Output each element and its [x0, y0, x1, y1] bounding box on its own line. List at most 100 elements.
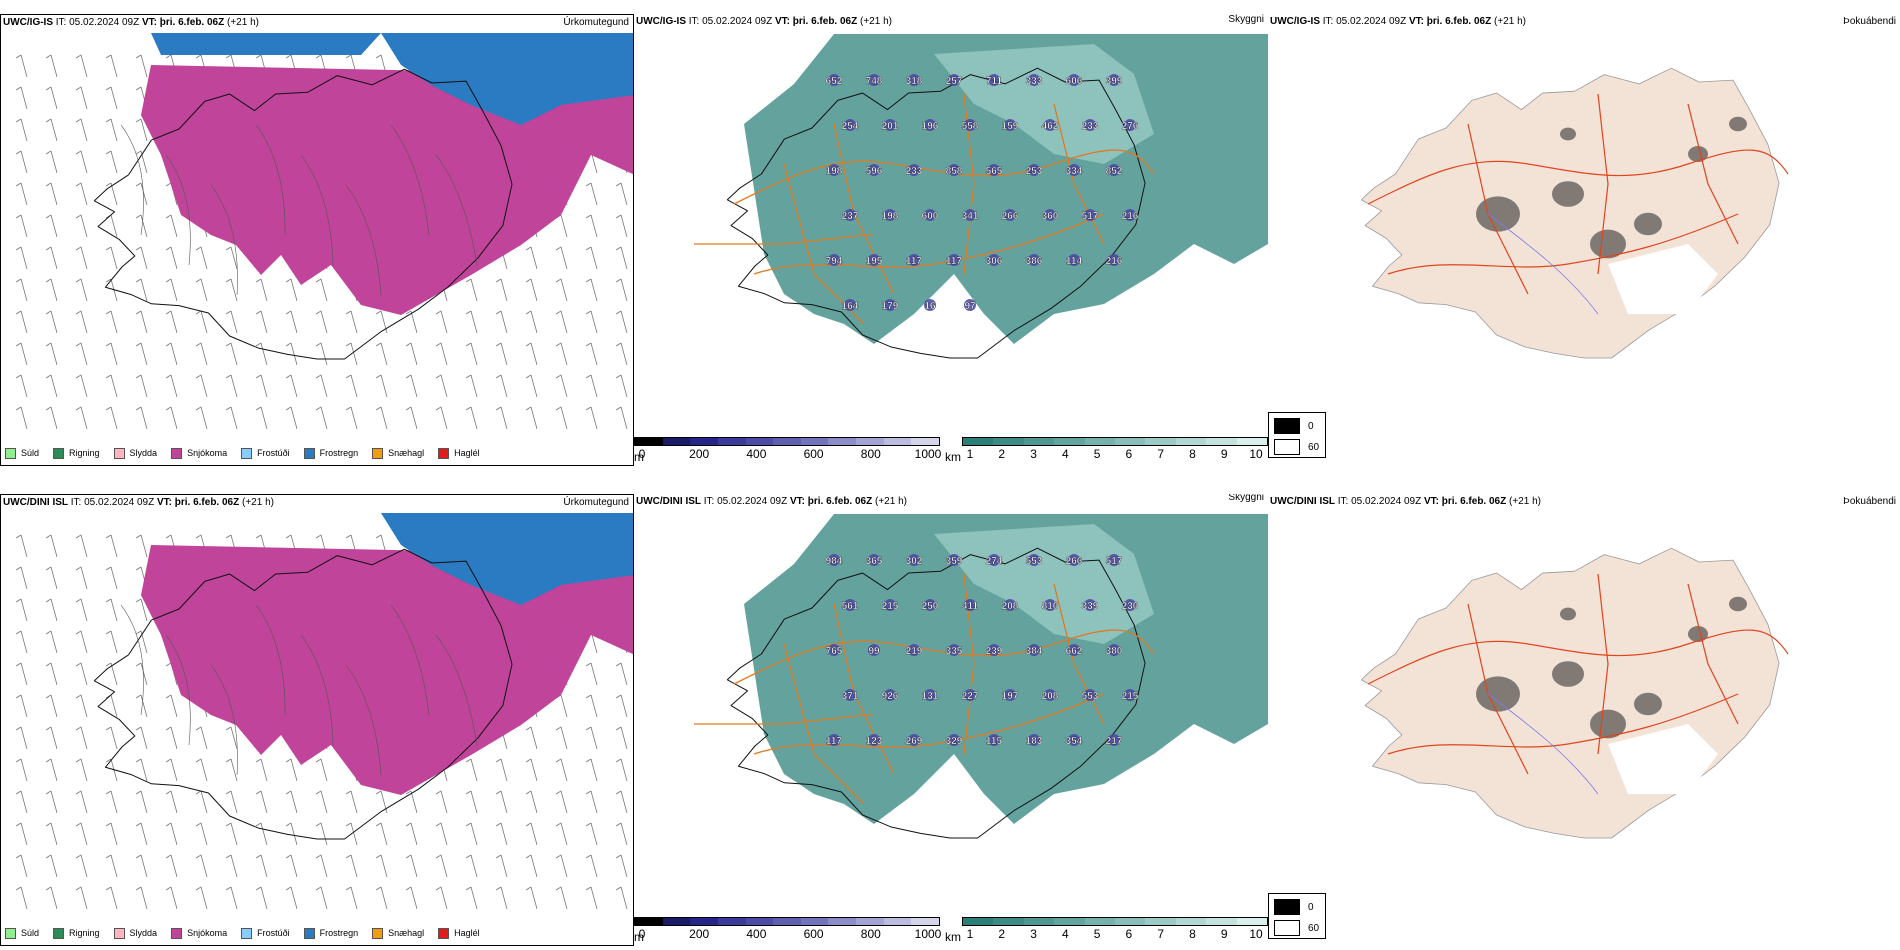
wind-barb	[230, 822, 238, 846]
wind-barb-flag	[375, 790, 382, 795]
wind-barb	[20, 54, 28, 78]
cloud-base-label: 123	[866, 736, 883, 747]
wind-barb	[500, 758, 508, 782]
wind-barb	[80, 854, 88, 878]
cloud-base-blob	[1004, 209, 1016, 221]
legend-item: Snjókoma	[171, 447, 227, 459]
cloud-base-blob	[1068, 554, 1080, 566]
colorbar-tick-label: 1000	[914, 927, 942, 941]
wind-barb	[110, 214, 118, 238]
wind-barb-flag	[255, 278, 262, 283]
wind-barb	[290, 758, 298, 782]
cloud-base-label: 341	[962, 211, 979, 222]
wind-barb-flag	[195, 726, 202, 731]
wind-barb	[500, 278, 508, 302]
wind-barb	[140, 54, 148, 78]
wind-barb	[320, 310, 328, 334]
cloud-base-label: 984	[826, 556, 843, 567]
wind-barb-flag	[165, 182, 172, 187]
colorbar-segment	[690, 918, 718, 925]
wind-barb-flag	[375, 342, 382, 347]
visibility-colorbar: 1 2 3 4 5 6 7 8 9 10 km	[945, 917, 1268, 944]
legend-item: Súld	[5, 447, 39, 459]
colorbar-segment	[856, 438, 884, 445]
wind-barb	[380, 406, 388, 430]
wind-barb	[560, 246, 568, 270]
wind-barb-flag	[615, 406, 622, 411]
region-boundary	[435, 154, 478, 266]
wind-barb	[20, 886, 28, 910]
wind-barb	[110, 790, 118, 814]
cloud-base-label: 318	[906, 76, 923, 87]
wind-barb-flag	[165, 726, 172, 731]
wind-barb	[200, 278, 208, 302]
colorbar-tick-label: 0	[638, 927, 646, 941]
fog-legend: 0 60	[1268, 412, 1326, 458]
wind-barb	[50, 54, 58, 78]
cloud-base-label: 99	[868, 646, 880, 657]
legend-label: Frostúði	[257, 448, 290, 458]
wind-barb	[110, 118, 118, 142]
wind-barb-flag	[465, 342, 472, 347]
wind-barb	[590, 758, 598, 782]
wind-barb-flag	[465, 886, 472, 891]
wind-barb-flag	[45, 54, 52, 59]
wind-barb	[260, 886, 268, 910]
cloud-map: 652 748 318 257 711 333 606 399 254 201 196 558 159 4…	[694, 34, 1268, 359]
wind-barb	[290, 406, 298, 430]
wind-barb	[260, 406, 268, 430]
wind-barb	[380, 822, 388, 846]
cloud-base-blob	[828, 554, 840, 566]
wind-barb	[110, 662, 118, 686]
wind-barb-flag	[105, 854, 112, 859]
colorbar-segment	[856, 918, 884, 925]
wind-barb-flag	[135, 374, 142, 379]
cloud-base-label: 852	[1106, 166, 1123, 177]
wind-barb	[50, 182, 58, 206]
cloud-base-label: 558	[962, 121, 979, 132]
wind-barb	[410, 854, 418, 878]
wind-barb	[80, 54, 88, 78]
wind-barb-flag	[255, 790, 262, 795]
wind-barb	[590, 342, 598, 366]
wind-barb-flag	[105, 182, 112, 187]
road	[1597, 93, 1609, 275]
cloud-base-blob	[1068, 734, 1080, 746]
wind-barb-flag	[555, 726, 562, 731]
cloud-base-blob	[964, 299, 976, 311]
wind-barb	[500, 886, 508, 910]
wind-barb-flag	[45, 374, 52, 379]
wind-barb	[230, 374, 238, 398]
cloud-base-label: 810	[1042, 601, 1059, 612]
cloud-base-blob	[924, 689, 936, 701]
wind-barb-flag	[195, 854, 202, 859]
colorbar-segment	[1145, 438, 1176, 445]
wind-barb	[50, 886, 58, 910]
cloud-base-blob	[828, 164, 840, 176]
colorbar-segment	[745, 438, 774, 445]
panel-header: UWC/IG-IS IT: 05.02.2024 09Z VT: þri. 6.…	[3, 17, 629, 28]
wind-barb-flag	[345, 342, 352, 347]
colorbar-tick-label: 8	[1189, 927, 1196, 941]
wind-barb-flag	[315, 278, 322, 283]
wind-barb	[260, 374, 268, 398]
legend-swatch	[241, 927, 253, 939]
wind-barb-flag	[465, 854, 472, 859]
wind-barb-flag	[15, 886, 22, 891]
wind-barb-flag	[585, 278, 592, 283]
wind-barb	[530, 726, 538, 750]
wind-barb	[110, 342, 118, 366]
colorbar-tick-label: 4	[1061, 447, 1069, 461]
colorbar-segment	[800, 918, 829, 925]
wind-barb	[260, 758, 268, 782]
wind-barb-flag	[75, 118, 82, 123]
wind-barb	[470, 310, 478, 334]
wind-barb-flag	[105, 630, 112, 635]
wind-barb-flag	[585, 310, 592, 315]
wind-barb-flag	[525, 758, 532, 763]
wind-barb-flag	[45, 566, 52, 571]
wind-barb	[380, 310, 388, 334]
wind-barb	[110, 726, 118, 750]
colorbar-segment	[828, 438, 857, 445]
wind-barb	[110, 630, 118, 654]
